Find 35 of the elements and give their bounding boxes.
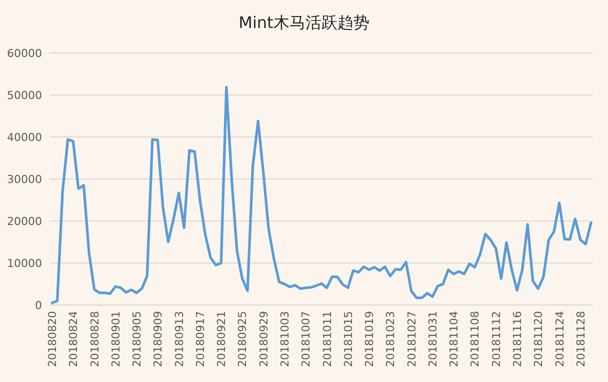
x-tick-label: 20181027 [405, 311, 418, 367]
x-tick-label: 20180820 [46, 311, 59, 367]
chart-title: Mint木马活跃趋势 [238, 13, 370, 32]
x-tick-label: 20181007 [300, 311, 313, 367]
x-tick-label: 20180824 [67, 311, 80, 367]
x-tick-label: 20180917 [194, 311, 207, 367]
x-tick-label: 20181011 [320, 311, 334, 367]
x-tick-label: 20181120 [532, 311, 546, 367]
y-tick-label: 60000 [7, 47, 42, 60]
x-tick-label: 20181023 [384, 311, 398, 367]
x-tick-label: 20180913 [172, 311, 186, 367]
x-tick-label: 20181003 [278, 311, 292, 367]
line-series [50, 86, 592, 304]
y-tick-label: 20000 [7, 215, 42, 228]
x-tick-label: 20180828 [88, 311, 102, 367]
y-tick-label: 40000 [7, 131, 42, 144]
x-tick-label: 20181104 [448, 311, 461, 367]
x-tick-label: 20181128 [574, 311, 588, 367]
x-tick-label: 20180929 [257, 311, 270, 367]
x-tick-label: 20181124 [553, 311, 566, 367]
x-tick-label: 20180905 [130, 311, 144, 367]
y-tick-label: 30000 [7, 173, 42, 186]
x-tick-label: 20181015 [342, 311, 355, 367]
x-tick-label: 20181116 [511, 311, 524, 367]
x-tick-label: 20180901 [109, 311, 122, 367]
y-tick-label: 10000 [7, 257, 42, 270]
x-tick-label: 20181112 [490, 311, 503, 367]
x-tick-label: 20180925 [236, 311, 250, 367]
x-tick-label: 20181031 [426, 311, 440, 367]
x-tick-label: 20181108 [468, 311, 482, 367]
y-tick-label: 0 [35, 299, 42, 312]
x-tick-label: 20181019 [363, 311, 376, 367]
y-tick-label: 50000 [7, 89, 42, 102]
x-tick-label: 20180921 [215, 311, 228, 367]
x-tick-label: 20180909 [152, 311, 165, 367]
